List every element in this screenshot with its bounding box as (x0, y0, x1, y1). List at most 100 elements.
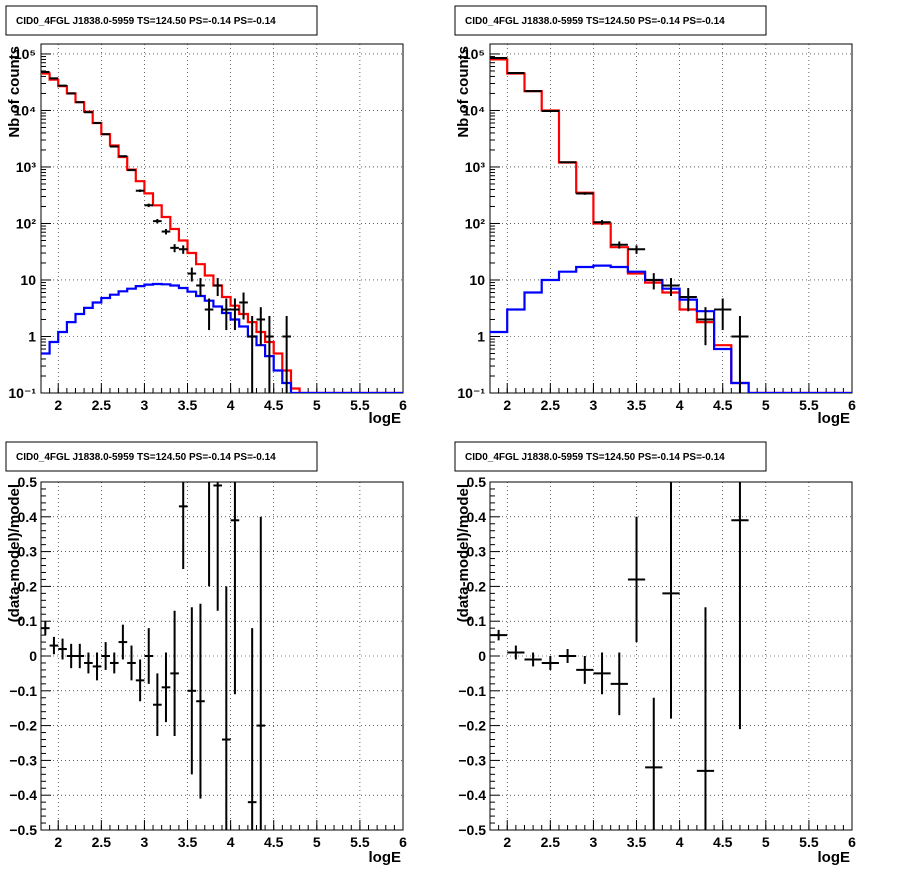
data-point (610, 241, 628, 249)
chart-title-box: CID0_4FGL J1838.0-5959 TS=124.50 PS=-0.1… (454, 5, 767, 36)
x-axis-label: logE (818, 410, 851, 427)
x-tick-label: 3 (590, 834, 598, 850)
data-point (714, 298, 732, 331)
x-tick-label: 2.5 (541, 834, 561, 850)
data-point (153, 219, 162, 224)
data-point (239, 292, 248, 320)
y-tick-label: 10⁴ (14, 102, 37, 118)
data-point (593, 652, 611, 695)
y-tick-label: 1 (28, 328, 36, 344)
chart-title-frame (5, 5, 318, 36)
data-point (731, 316, 749, 393)
data-point (101, 133, 110, 136)
data-point (187, 607, 197, 775)
y-tick-label: 10³ (16, 159, 37, 175)
data-point (213, 482, 222, 611)
x-tick-label: 2 (54, 834, 62, 850)
x-tick-label: 3.5 (178, 834, 198, 850)
data-point (118, 624, 128, 660)
chart-panel-1: CID0_4FGL J1838.0-5959 TS=124.50 PS=-0.1… (5, 5, 407, 427)
data-point (213, 278, 222, 297)
chart-title-frame (5, 441, 318, 472)
y-axis-label: Nb of counts (455, 46, 472, 138)
model-histogram (490, 58, 852, 393)
x-tick-label: 2.5 (541, 397, 561, 413)
chart-title-box: CID0_4FGL J1838.0-5959 TS=124.50 PS=-0.1… (5, 441, 318, 472)
y-tick-label: 0.5 (18, 474, 38, 490)
plot-data (41, 70, 403, 393)
x-tick-label: 5.5 (350, 834, 370, 850)
x-tick-label: 5 (313, 397, 321, 413)
x-tick-label: 5.5 (799, 834, 819, 850)
data-point (170, 244, 179, 253)
chart-panel-4: CID0_4FGL J1838.0-5959 TS=124.50 PS=-0.1… (454, 441, 856, 866)
y-tick-label: −0.4 (458, 787, 486, 803)
chart-title-frame (454, 441, 767, 472)
x-tick-label: 5.5 (799, 397, 819, 413)
chart-title: CID0_4FGL J1838.0-5959 TS=124.50 PS=-0.1… (465, 16, 725, 27)
chart-title-frame (454, 5, 767, 36)
x-tick-label: 2.5 (92, 397, 112, 413)
x-tick-label: 2 (503, 834, 511, 850)
data-point (679, 288, 697, 312)
x-axis-label: logE (369, 410, 402, 427)
data-point (222, 586, 231, 830)
data-point (696, 307, 715, 346)
x-tick-label: 4 (676, 397, 684, 413)
x-tick-label: 6 (399, 834, 407, 850)
x-tick-label: 3 (590, 397, 598, 413)
data-point (247, 316, 257, 393)
data-point (58, 638, 67, 660)
background-histogram (490, 264, 852, 393)
y-tick-label: 0 (478, 648, 486, 664)
chart-panel-3: CID0_4FGL J1838.0-5959 TS=124.50 PS=-0.1… (5, 441, 407, 866)
y-axis-label: Nb of counts (6, 46, 23, 138)
data-point (127, 169, 136, 172)
data-point (696, 607, 715, 830)
x-tick-label: 2 (54, 397, 62, 413)
data-point (101, 642, 110, 670)
data-point (247, 628, 257, 830)
x-tick-label: 2 (503, 397, 511, 413)
data-point (161, 652, 171, 723)
data-point (170, 610, 179, 737)
data-point (118, 155, 128, 158)
data-point (84, 652, 93, 674)
y-tick-label: 0.1 (18, 613, 38, 629)
y-tick-label: 10³ (465, 159, 486, 175)
plot-frame (489, 43, 853, 394)
data-point (541, 109, 559, 112)
y-tick-label: −0.2 (9, 718, 37, 734)
x-tick-label: 4.5 (264, 834, 284, 850)
data-point (610, 652, 628, 716)
data-point (66, 643, 76, 669)
y-tick-label: 0.5 (467, 474, 487, 490)
x-tick-label: 4 (227, 834, 235, 850)
plot-frame (40, 43, 404, 394)
x-tick-label: 6 (848, 834, 856, 850)
data-point (507, 645, 525, 660)
data-point (541, 656, 559, 670)
x-tick-label: 4.5 (264, 397, 284, 413)
data-point (196, 278, 205, 297)
data-point (41, 621, 50, 636)
data-point (41, 70, 50, 73)
data-point (662, 278, 680, 297)
y-tick-label: 0.3 (18, 544, 38, 560)
data-point (49, 636, 59, 655)
x-tick-label: 6 (399, 397, 407, 413)
data-point (230, 298, 240, 331)
data-point (92, 121, 102, 124)
data-point (144, 628, 154, 684)
data-point (109, 145, 119, 148)
x-tick-label: 3.5 (627, 834, 647, 850)
y-tick-label: 0.4 (18, 509, 38, 525)
data-point (75, 643, 85, 669)
data-point (208, 482, 211, 587)
x-tick-label: 4.5 (713, 834, 733, 850)
y-tick-label: −0.4 (9, 787, 37, 803)
data-point (524, 652, 542, 667)
data-point (84, 111, 93, 114)
y-tick-label: 0.2 (18, 578, 38, 594)
